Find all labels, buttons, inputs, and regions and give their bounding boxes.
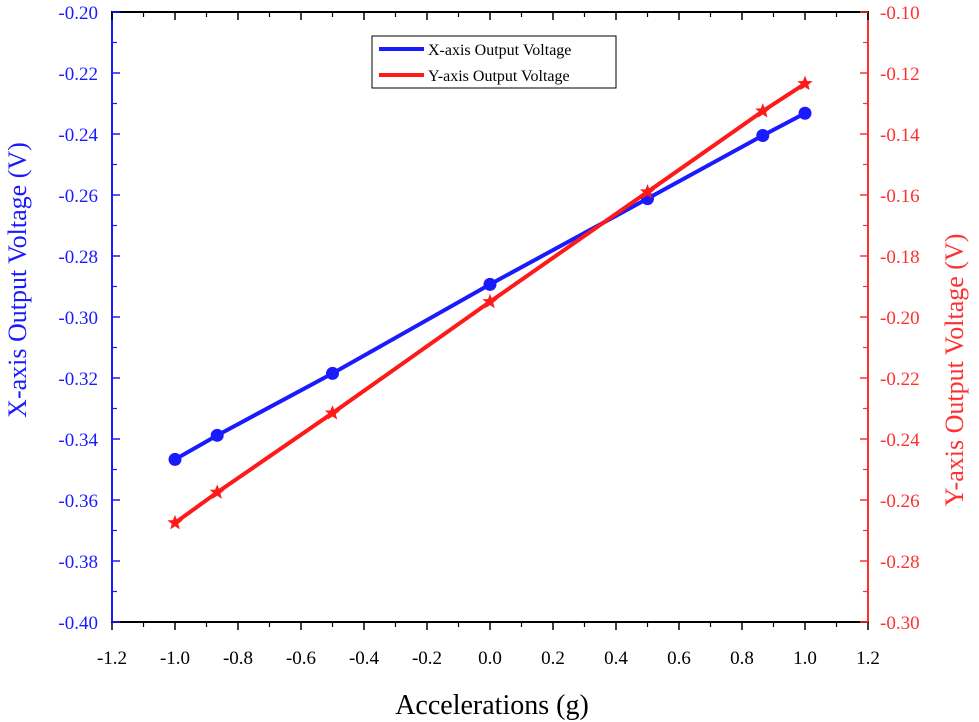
left-y-tick-label: -0.20 [58, 3, 98, 24]
legend-label-y-axis: Y-axis Output Voltage [428, 68, 570, 85]
axis-layer: -1.2 -1.0 -0.8 -0.6 -0.4 -0.2 0.0 0.2 0.4 0.6 0.8 1… [58, 3, 920, 669]
right-y-tick-label: -0.14 [880, 125, 920, 146]
right-y-tick-label: -0.18 [880, 247, 920, 268]
right-y-tick-label: -0.30 [880, 613, 920, 634]
left-y-axis-title: X-axis Output Voltage (V) [3, 142, 32, 418]
x-tick-label: -0.8 [223, 648, 253, 669]
right-y-axis-title: Y-axis Output Voltage (V) [940, 234, 969, 507]
right-y-tick-label: -0.20 [880, 308, 920, 329]
x-axis-title: Accelerations (g) [395, 690, 589, 721]
x-axis-series-point [326, 366, 339, 380]
left-y-tick-label: -0.32 [58, 369, 98, 390]
y-axis-series-point [755, 103, 771, 118]
x-tick-label: -0.2 [412, 648, 442, 669]
left-y-tick-label: -0.28 [58, 247, 98, 268]
x-tick-label: -0.6 [286, 648, 316, 669]
x-tick-label: -0.4 [349, 648, 380, 669]
x-tick-label: 0.4 [604, 648, 628, 669]
right-y-tick-label: -0.10 [880, 3, 920, 24]
right-y-tick-label: -0.22 [880, 369, 920, 390]
right-y-tick-label: -0.12 [880, 64, 920, 85]
y-axis-series-point [167, 514, 183, 530]
left-y-tick-label: -0.38 [58, 552, 98, 573]
right-y-tick-label: -0.16 [880, 186, 920, 207]
y-axis-series-point [639, 183, 656, 199]
right-y-tick-label: -0.26 [880, 491, 920, 512]
x-tick-label: 0.8 [730, 648, 754, 669]
x-tick-label: 0.0 [478, 648, 502, 669]
series-layer [167, 75, 813, 530]
legend-box [371, 35, 617, 89]
left-y-tick-label: -0.26 [58, 186, 98, 207]
x-axis-series-point [483, 277, 497, 291]
x-axis-series-point [756, 129, 770, 143]
x-tick-label: -1.2 [97, 648, 127, 669]
x-axis-series-point [168, 452, 182, 466]
right-y-tick-label: -0.24 [880, 430, 920, 451]
x-axis-series-point [210, 428, 224, 442]
left-y-tick-label: -0.24 [58, 125, 98, 146]
plot-layer [111, 11, 869, 623]
left-y-tick-label: -0.22 [58, 64, 98, 85]
y-axis-series-point [482, 293, 498, 309]
left-y-tick-label: -0.36 [58, 491, 98, 512]
x-tick-label: 1.0 [793, 648, 817, 669]
x-tick-label: 0.2 [541, 648, 565, 669]
x-tick-label: 1.2 [856, 648, 880, 669]
y-axis-series-point [324, 405, 341, 420]
plot-frame [111, 11, 869, 623]
right-y-tick-label: -0.28 [880, 552, 920, 573]
x-axis-series-point [798, 106, 812, 120]
x-tick-label: 0.6 [667, 648, 691, 669]
legend-label-x-axis: X-axis Output Voltage [428, 42, 571, 59]
left-y-tick-label: -0.34 [58, 430, 98, 451]
x-tick-label: -1.0 [160, 648, 190, 669]
left-y-tick-label: -0.30 [58, 308, 98, 329]
legend: X-axis Output Voltage Y-axis Output Volt… [371, 35, 617, 89]
left-y-tick-label: -0.40 [58, 613, 98, 634]
y-axis-series-point [797, 75, 813, 91]
y-axis-series-point [209, 484, 225, 499]
